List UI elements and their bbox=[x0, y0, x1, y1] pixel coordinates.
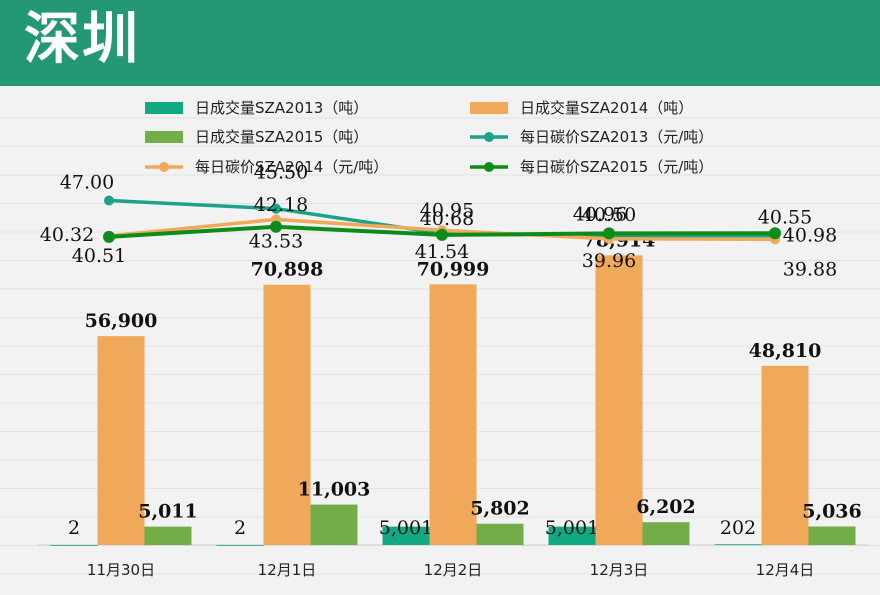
legend-label: 日成交量SZA2013（吨） bbox=[195, 99, 368, 117]
legend-label: 每日碳价SZA2014（元/吨） bbox=[195, 158, 388, 176]
bar bbox=[263, 284, 311, 545]
line-data-label: 40.51 bbox=[72, 245, 126, 267]
legend-marker bbox=[159, 162, 169, 172]
bar bbox=[761, 365, 809, 545]
bar bbox=[144, 526, 192, 545]
legend-item: 日成交量SZA2015（吨） bbox=[145, 128, 368, 146]
line-data-label: 40.96 bbox=[573, 203, 627, 225]
line-data-label: 40.98 bbox=[783, 224, 837, 246]
legend-marker bbox=[484, 132, 494, 142]
bar-data-label: 11,003 bbox=[298, 479, 371, 501]
legend-item: 日成交量SZA2013（吨） bbox=[145, 99, 368, 117]
line-data-label: 40.32 bbox=[40, 224, 94, 246]
line-point bbox=[603, 227, 615, 240]
bar-data-label: 5,001 bbox=[379, 517, 433, 539]
bar bbox=[429, 284, 477, 545]
x-tick-label: 12月2日 bbox=[424, 561, 483, 579]
line-point bbox=[271, 203, 281, 214]
line-data-label: 47.00 bbox=[60, 171, 114, 193]
legend-label: 每日碳价SZA2015（元/吨） bbox=[520, 158, 713, 176]
x-tick-label: 12月3日 bbox=[590, 561, 649, 579]
line-data-label: 42.18 bbox=[254, 194, 308, 216]
bar-data-label: 6,202 bbox=[636, 496, 696, 518]
bar-data-label: 202 bbox=[720, 517, 756, 539]
bar bbox=[476, 523, 524, 545]
line-point bbox=[270, 220, 282, 233]
legend-label: 日成交量SZA2014（吨） bbox=[520, 99, 693, 117]
line-data-labels: 40.32 42.18 40.68 40.96 40.98 bbox=[40, 194, 837, 247]
bar bbox=[382, 526, 430, 545]
line-data-label: 40.95 bbox=[420, 199, 474, 221]
bar-data-label: 5,011 bbox=[138, 501, 198, 523]
line-data-labels: 47.00 45.50 40.95 40.50 40.55 bbox=[60, 162, 812, 229]
legend-item: 每日碳价SZA2014（元/吨） bbox=[145, 158, 388, 176]
legend-label: 每日碳价SZA2013（元/吨） bbox=[520, 128, 713, 146]
line-point bbox=[769, 227, 781, 240]
line-point bbox=[436, 228, 448, 241]
bar bbox=[310, 504, 358, 545]
header-bar: 深圳 bbox=[0, 0, 880, 86]
legend-item: 每日碳价SZA2013（元/吨） bbox=[470, 128, 713, 146]
line-series bbox=[103, 220, 781, 243]
bar bbox=[714, 544, 762, 546]
bar-data-label: 48,810 bbox=[749, 340, 822, 362]
bar-data-label: 70,898 bbox=[251, 259, 324, 281]
bar-data-label: 56,900 bbox=[85, 310, 158, 332]
line-data-label: 41.54 bbox=[415, 241, 469, 263]
legend-label: 日成交量SZA2015（吨） bbox=[195, 128, 368, 146]
bar bbox=[216, 544, 264, 546]
legend-item: 每日碳价SZA2015（元/吨） bbox=[470, 158, 713, 176]
bar bbox=[548, 526, 596, 545]
legend-swatch bbox=[145, 102, 183, 114]
bar bbox=[808, 526, 856, 545]
bar bbox=[642, 522, 690, 545]
bar-data-label: 70,999 bbox=[417, 258, 490, 280]
x-tick-label: 11月30日 bbox=[87, 561, 155, 579]
legend-item: 日成交量SZA2014（吨） bbox=[470, 99, 693, 117]
line-data-label: 43.53 bbox=[249, 230, 303, 252]
line-data-label: 40.55 bbox=[758, 207, 812, 229]
legend-swatch bbox=[470, 102, 508, 114]
line-data-label: 39.88 bbox=[783, 258, 837, 280]
page-title: 深圳 bbox=[24, 7, 140, 72]
line-data-label: 39.96 bbox=[582, 250, 636, 272]
bar-data-label: 5,802 bbox=[470, 498, 530, 520]
legend: 日成交量SZA2013（吨） 日成交量SZA2014（吨） 日成交量SZA2015（… bbox=[145, 99, 713, 176]
bar bbox=[50, 544, 98, 546]
line-point bbox=[104, 195, 114, 206]
legend-marker bbox=[484, 162, 494, 172]
line-data-labels: 40.51 43.53 41.54 39.96 39.88 bbox=[72, 230, 837, 280]
line-point bbox=[103, 230, 115, 243]
bar-data-label: 2 bbox=[68, 517, 80, 539]
bars: 2 56,900 5,011 2 70,898 11,003 5,001 70,999 5,80… bbox=[50, 229, 862, 546]
legend-swatch bbox=[145, 131, 183, 143]
x-tick-label: 12月4日 bbox=[756, 561, 815, 579]
x-axis-labels: 11月30日 12月1日 12月2日 12月3日 12月4日 bbox=[87, 561, 814, 579]
x-tick-label: 12月1日 bbox=[258, 561, 317, 579]
line-data-label: 40.68 bbox=[420, 208, 474, 230]
line-data-label: 45.50 bbox=[254, 162, 308, 184]
bar-data-label: 5,001 bbox=[545, 517, 599, 539]
bar bbox=[595, 255, 643, 546]
line-data-label: 40.50 bbox=[582, 204, 636, 226]
bar-data-label: 2 bbox=[234, 517, 246, 539]
bar bbox=[97, 336, 145, 545]
bar-data-label: 5,036 bbox=[802, 501, 862, 523]
